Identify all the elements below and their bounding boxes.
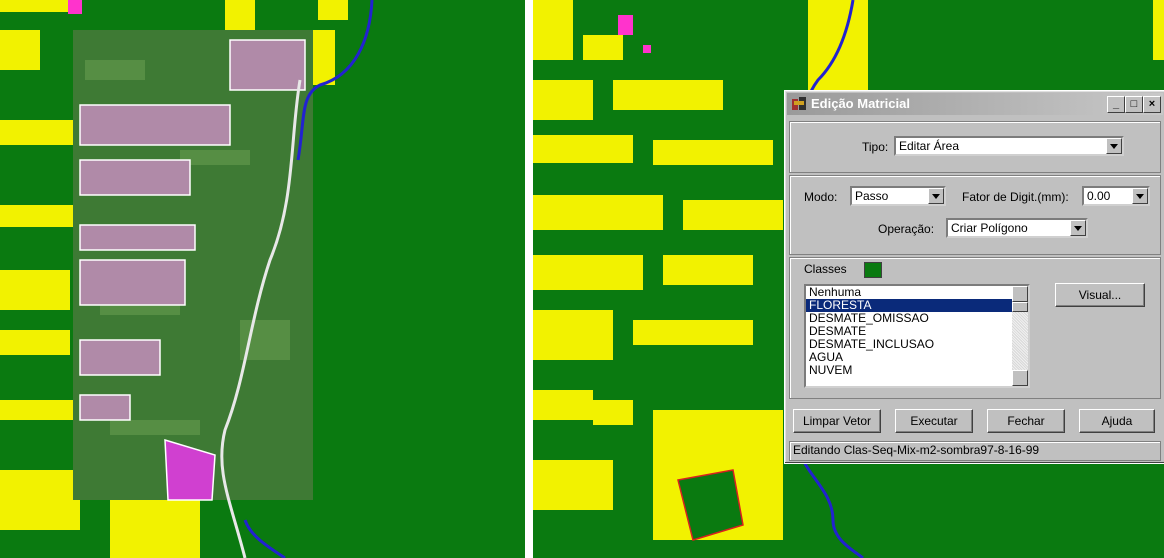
minimize-button[interactable]: _ xyxy=(1107,96,1125,113)
fechar-button[interactable]: Fechar xyxy=(987,409,1065,433)
scroll-down-button[interactable] xyxy=(1012,370,1028,386)
classes-listbox[interactable]: Nenhuma FLORESTA DESMATE_OMISSAO DESMATE DES… xyxy=(804,284,1030,388)
list-item[interactable]: DESMATE_OMISSAO xyxy=(809,311,929,325)
scroll-thumb[interactable] xyxy=(1012,302,1028,312)
close-button[interactable]: × xyxy=(1143,96,1161,113)
modo-select[interactable]: Passo xyxy=(850,186,946,206)
river xyxy=(296,0,374,161)
map-left-canvas xyxy=(0,0,374,558)
fator-value: 0.00 xyxy=(1087,189,1111,203)
modo-group: Modo: Passo Fator de Digit.(mm): 0.00 Op… xyxy=(789,175,1161,255)
chevron-down-icon[interactable] xyxy=(1070,220,1086,236)
classes-label: Classes xyxy=(804,262,847,276)
limpar-vetor-button[interactable]: Limpar Vetor xyxy=(793,409,881,433)
fator-label: Fator de Digit.(mm): xyxy=(962,190,1069,204)
classified-map-left[interactable] xyxy=(0,0,525,558)
modo-label: Modo: xyxy=(804,190,838,204)
actions-bar: Limpar Vetor Executar Fechar Ajuda xyxy=(789,403,1161,441)
modo-value: Passo xyxy=(855,189,889,203)
tipo-label: Tipo: xyxy=(862,140,889,154)
operacao-value: Criar Polígono xyxy=(951,221,1028,235)
dialog-titlebar[interactable]: Edição Matricial _ □ × xyxy=(787,93,1163,115)
list-item[interactable]: Nenhuma xyxy=(809,285,862,299)
dialog-title: Edição Matricial xyxy=(811,96,910,111)
maximize-button[interactable]: □ xyxy=(1125,96,1143,113)
executar-button[interactable]: Executar xyxy=(895,409,973,433)
ajuda-button[interactable]: Ajuda xyxy=(1079,409,1155,433)
list-item[interactable]: AGUA xyxy=(809,350,844,364)
operacao-select[interactable]: Criar Polígono xyxy=(946,218,1088,238)
list-item[interactable]: DESMATE_INCLUSAO xyxy=(809,337,935,351)
chevron-down-icon[interactable] xyxy=(1106,138,1122,154)
visual-button[interactable]: Visual... xyxy=(1055,283,1145,307)
operacao-label: Operação: xyxy=(878,222,935,236)
deforestation-areas xyxy=(0,0,348,558)
edited-polygon xyxy=(677,469,744,541)
chevron-down-icon[interactable] xyxy=(1132,188,1148,204)
status-bar: Editando Clas-Seq-Mix-m2-sombra97-8-16-9… xyxy=(789,441,1161,461)
map-right-canvas xyxy=(533,0,1164,558)
list-item[interactable]: FLORESTA xyxy=(806,299,1028,312)
edicao-matricial-dialog: Edição Matricial _ □ × Tipo: Editar Área… xyxy=(784,90,1164,464)
tipo-value: Editar Área xyxy=(899,139,960,153)
cloud-areas xyxy=(618,15,651,53)
list-item[interactable]: NUVEM xyxy=(809,363,853,377)
tipo-select[interactable]: Editar Área xyxy=(894,136,1124,156)
app-icon xyxy=(792,97,806,110)
fator-select[interactable]: 0.00 xyxy=(1082,186,1150,206)
listbox-scrollbar[interactable] xyxy=(1012,286,1028,386)
tipo-group: Tipo: Editar Área xyxy=(789,121,1161,173)
class-color-swatch[interactable] xyxy=(864,262,882,278)
list-item[interactable]: DESMATE xyxy=(809,324,867,338)
classes-group: Classes xyxy=(789,257,1161,399)
cloud-area xyxy=(68,0,82,14)
cloud-area-overlay xyxy=(164,438,216,501)
scroll-up-button[interactable] xyxy=(1012,286,1028,302)
chevron-down-icon[interactable] xyxy=(928,188,944,204)
classes-list: Nenhuma FLORESTA DESMATE_OMISSAO DESMATE DES… xyxy=(806,286,1028,377)
